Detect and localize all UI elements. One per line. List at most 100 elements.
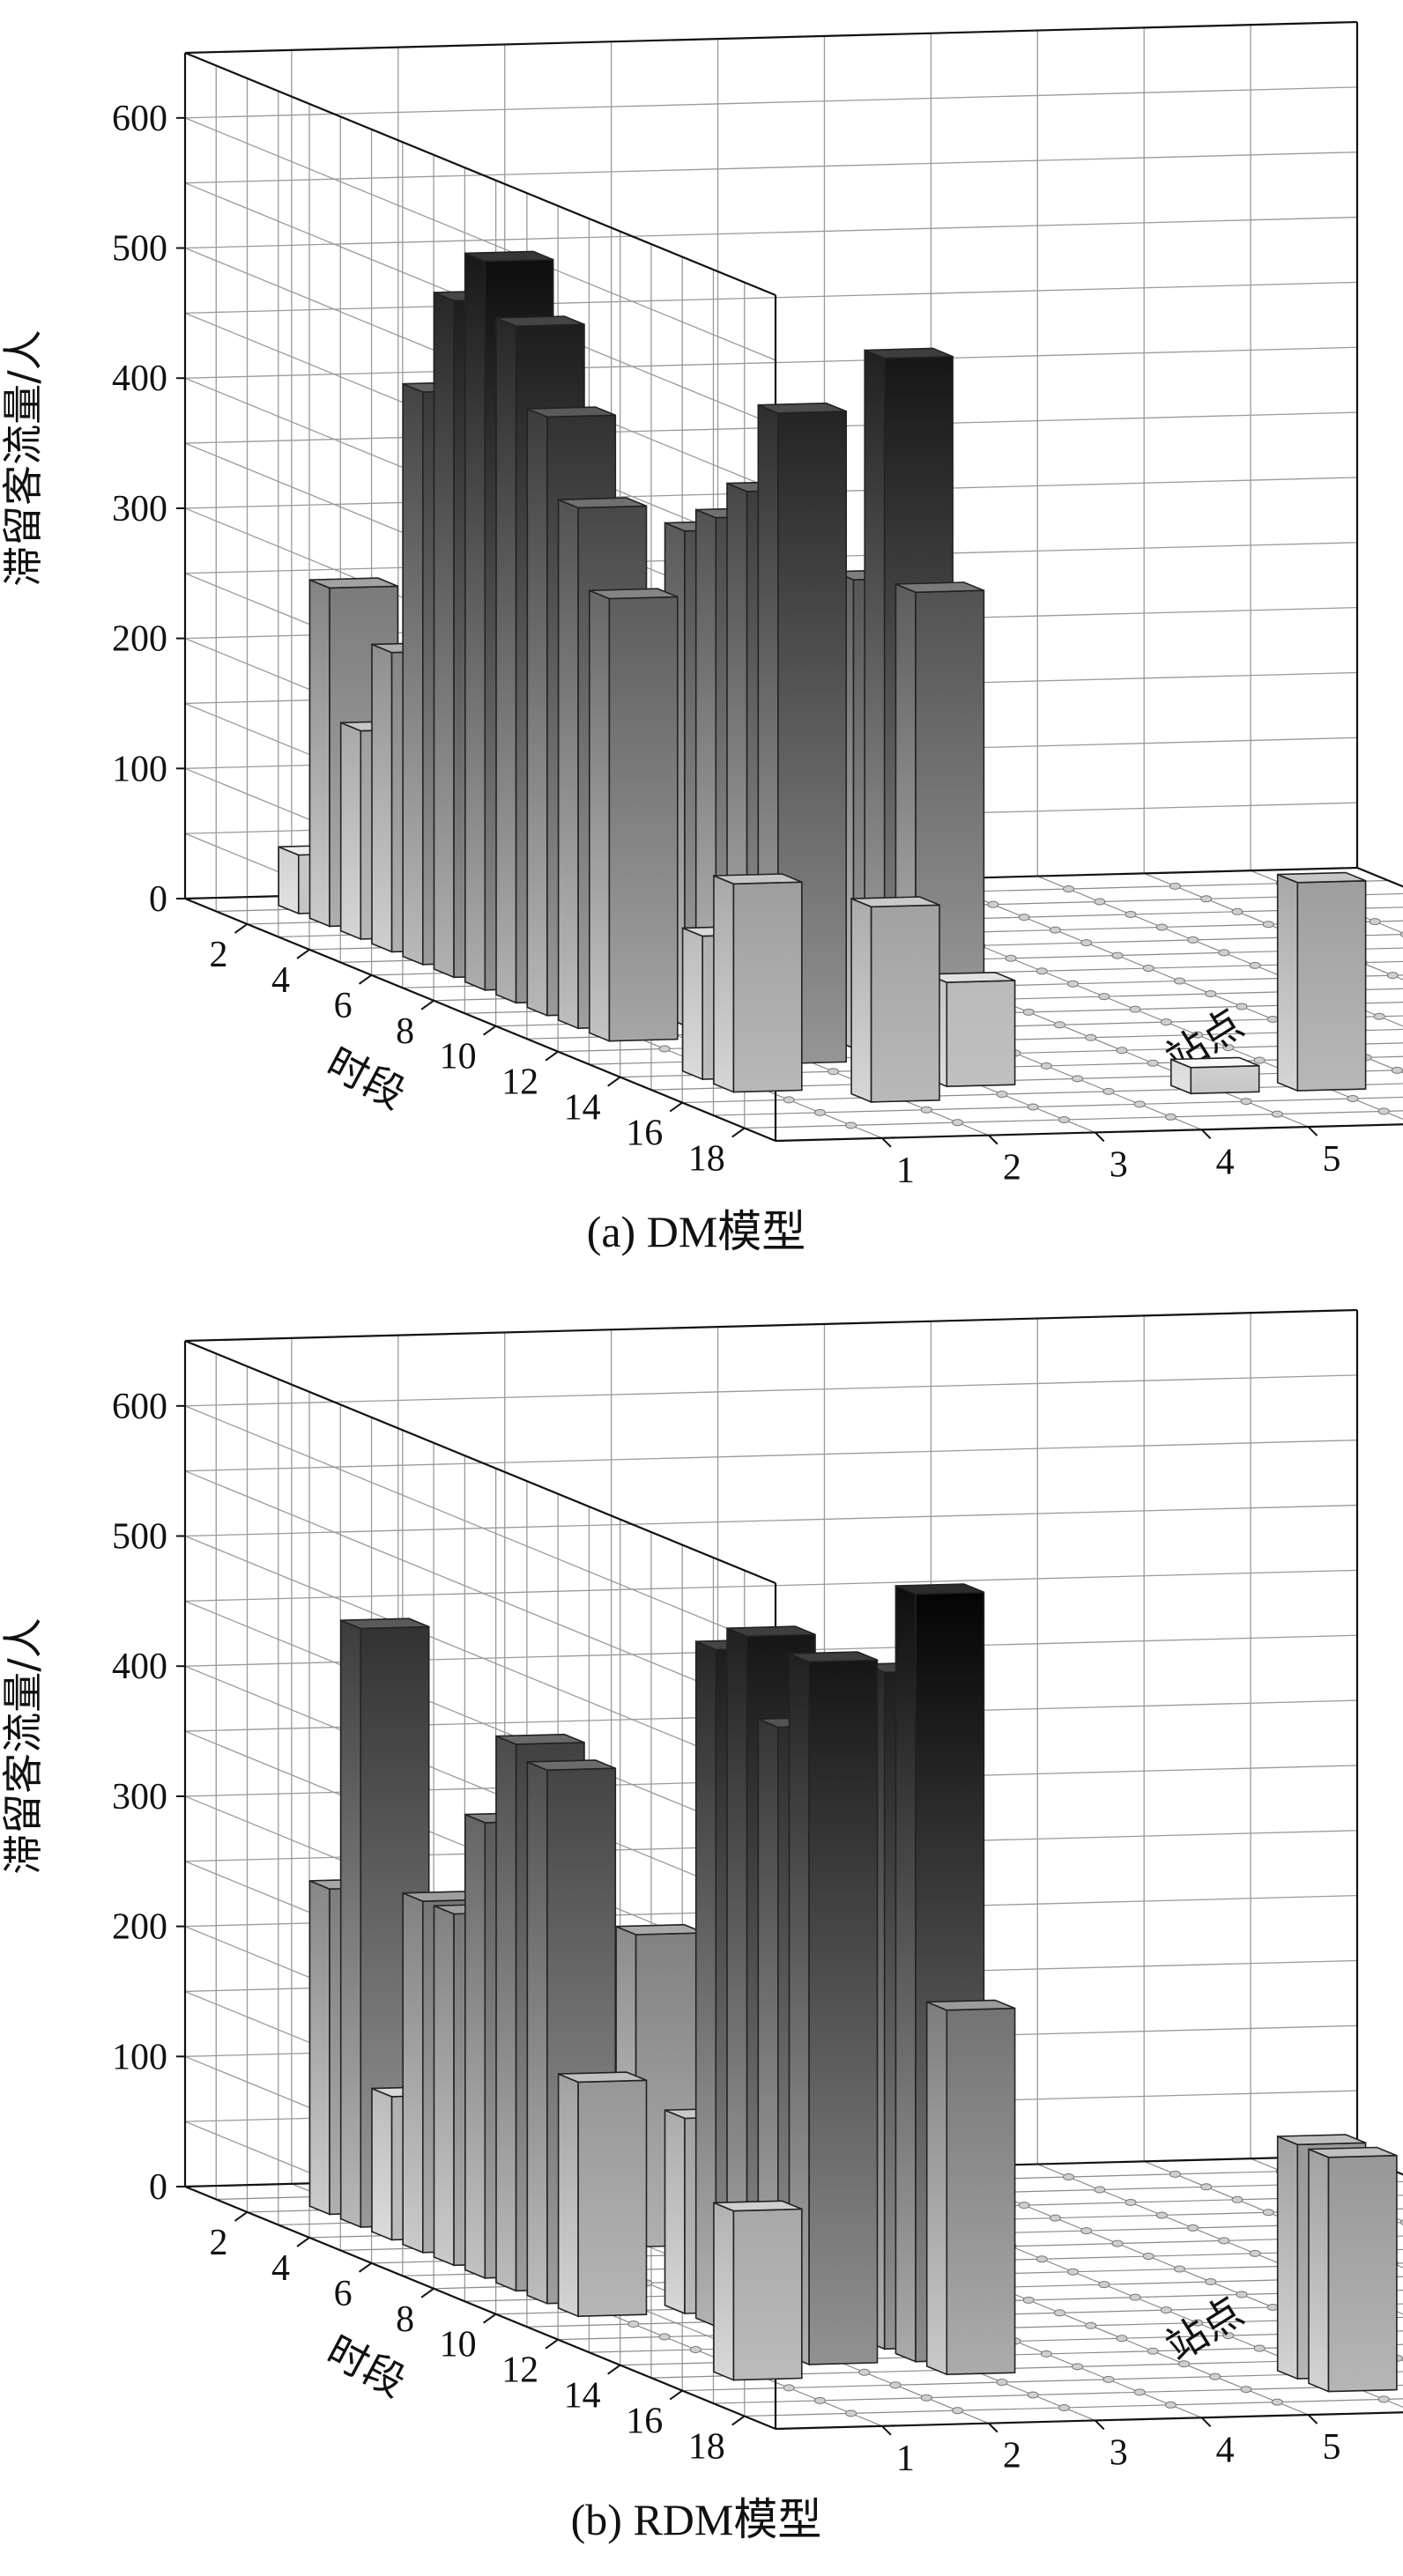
floor-marker [783,2384,795,2392]
grid-line [184,1470,776,1714]
axis-line [184,2185,776,2431]
z-tick-label: 100 [112,2037,167,2077]
floor-marker [1169,2170,1181,2178]
grid-line [184,1504,1358,1537]
floor-marker [1049,926,1061,934]
bar [1308,2146,1398,2393]
floor-marker [1133,2388,1146,2396]
x-tick-label: 4 [271,960,290,1001]
floor-marker [1191,1031,1204,1039]
floor-marker [813,2396,826,2404]
floor-marker [1218,949,1230,957]
floor-marker [845,2409,857,2417]
floor-marker [1067,980,1080,988]
bar-face [557,2072,579,2318]
z-tick-label: 600 [112,1387,167,1427]
bars [308,1583,1398,2393]
x-tick [545,1050,559,1062]
z-tick-label: 400 [112,359,167,399]
floor-marker [1085,2321,1097,2329]
x-tick-label: 10 [440,2325,477,2365]
floor-grid-line [775,1123,1403,1142]
bar-face [308,1879,330,2216]
z-tick-label: 300 [112,1777,167,1817]
floor-marker [1266,1015,1279,1023]
bar-top [340,1617,430,1630]
floor-grid-line [1143,2160,1403,2269]
floor-marker [1027,1103,1039,1111]
x-tick-label: 2 [210,935,228,975]
floor-marker [1085,1033,1097,1041]
floor-marker [889,2381,902,2389]
chart-caption: (b) RDM模型 [571,2495,822,2544]
x-tick-label: 8 [396,2299,414,2340]
floor-marker [1169,882,1181,890]
y-tick-label: 3 [1110,1144,1128,1185]
floor-marker [1222,2332,1235,2340]
bar-face [870,904,940,1103]
z-tick-label: 0 [149,879,167,920]
x-tick-label: 18 [688,2427,725,2468]
floor-marker [1018,914,1030,922]
axis-line [775,1123,1403,1143]
grid-line [184,1665,776,1909]
grid-line [184,1535,776,1780]
bar [850,896,940,1104]
x-tick-label: 16 [626,1114,663,1154]
bar-top [757,402,847,414]
floor-marker [1271,1110,1283,1118]
floor-marker [1005,954,1017,962]
floor-marker [1094,2186,1106,2194]
floor-marker [1116,1047,1128,1055]
bar-face [577,2079,648,2318]
bar-top [558,497,647,509]
floor-marker [1147,1059,1159,1067]
floor-grid-line [713,1096,1403,1116]
y-axis-label: 站点 [1157,2287,1251,2371]
floor-marker [1098,2281,1110,2289]
floor-marker [1249,961,1261,969]
x-tick [607,1076,621,1087]
floor-marker [1236,1003,1248,1010]
bar-top [726,1625,816,1638]
bar-top [464,250,554,263]
floor-grid-line [713,2384,1403,2404]
floor-marker [920,2394,932,2402]
floor-marker [952,2407,964,2415]
bars [278,250,1367,1104]
grid-line [184,216,1358,249]
bar-face [557,499,579,1030]
bar-face [808,1659,879,2365]
axis-line [184,51,776,297]
x-tick [420,2287,434,2298]
bar-top [864,347,954,359]
floor-marker [1377,2395,1390,2403]
z-axis: 0 100 200 300 400 500 600 滞留客流量/人 [0,99,185,920]
grid-line [184,1440,1358,1472]
bar-face [433,291,455,979]
x-tick [731,2415,746,2426]
bar-face [732,881,803,1093]
bar [1276,871,1367,1092]
floor-grid-line [931,2166,1403,2362]
y-tick-label: 1 [896,2439,915,2479]
floor-marker [1218,2237,1230,2245]
bar-face [464,1813,486,2279]
chart-panel-b: 0 100 200 300 400 500 600 滞留客流量/人 2 4 6 8 10 12 14 16 18… [0,1288,1403,2576]
bar-top [1277,871,1366,884]
bar-face [713,874,735,1093]
floor-marker [1271,2398,1283,2406]
bar-top [495,315,585,328]
floor-marker [1058,1115,1070,1123]
floor-marker [1036,967,1048,975]
y-tick-label: 5 [1323,1139,1341,1180]
bar-face [402,382,424,966]
floor-marker [1373,1012,1385,1020]
floor-marker [1155,923,1168,931]
bar-top [526,1759,616,1772]
bar [1170,1056,1260,1095]
floor-marker [658,1045,671,1053]
floor-marker [1262,2209,1274,2217]
x-tick-label: 12 [501,1062,538,1103]
z-axis: 0 100 200 300 400 500 600 滞留客流量/人 [0,1387,185,2208]
